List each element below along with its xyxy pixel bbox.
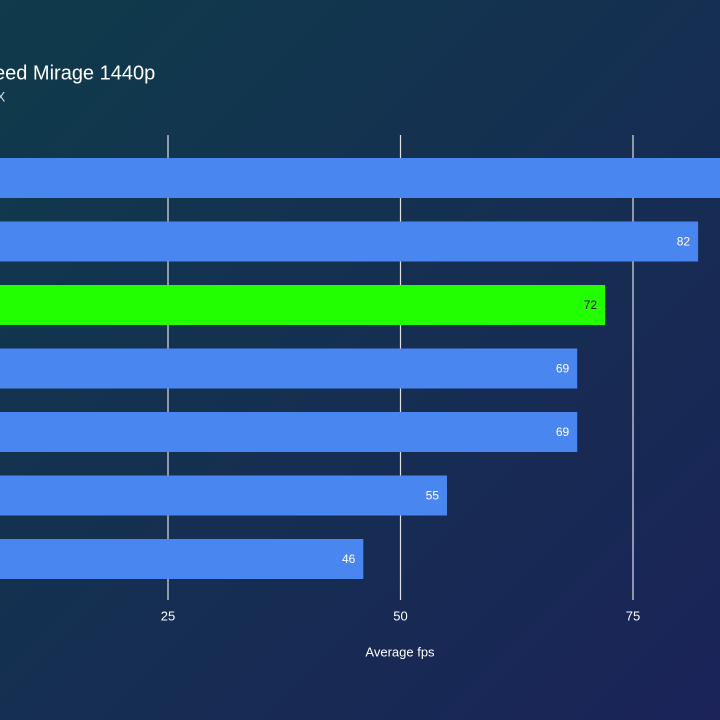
x-tick-label: 50: [393, 608, 407, 623]
value-label: 69: [556, 425, 570, 439]
value-label: 55: [426, 489, 440, 503]
bar: [0, 348, 578, 389]
x-tick-label: 75: [626, 608, 640, 623]
chart-subtitle: X: [0, 89, 6, 105]
bar: [0, 539, 364, 579]
chart-title: eed Mirage 1440p: [0, 62, 155, 84]
plot: 25507590827269695546: [0, 135, 720, 623]
x-axis-label: Average fps: [365, 644, 435, 659]
value-label: 72: [584, 298, 598, 312]
bar: [0, 285, 606, 325]
value-label: 82: [677, 235, 691, 249]
bar: [0, 475, 447, 516]
bar: [0, 158, 720, 198]
bar: [0, 221, 699, 262]
x-tick-label: 25: [161, 608, 175, 623]
value-label: 69: [556, 362, 570, 376]
value-label: 46: [342, 552, 356, 566]
bar: [0, 412, 578, 452]
